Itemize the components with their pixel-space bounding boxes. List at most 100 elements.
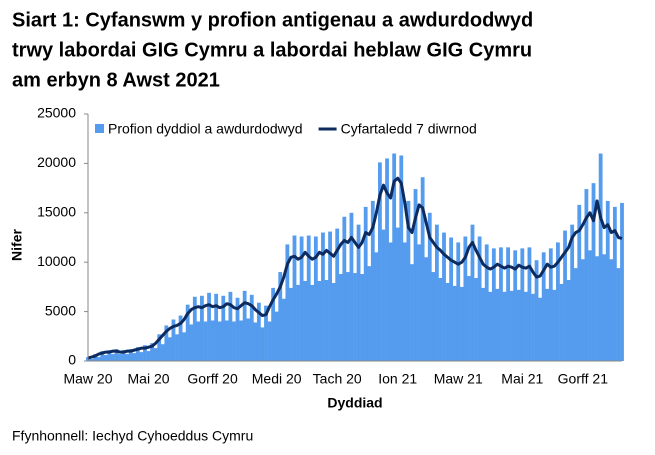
bar (363, 206, 368, 361)
bar (342, 216, 347, 361)
bar (167, 337, 172, 361)
bar (484, 244, 489, 361)
line (87, 176, 623, 360)
bar (552, 289, 557, 361)
bar (566, 279, 571, 361)
x-tick-label: Maw 21 (434, 371, 483, 387)
bar (431, 272, 436, 361)
bar (143, 345, 147, 361)
bar (449, 237, 454, 361)
y-tick-label: 20000 (37, 154, 76, 170)
bar (281, 298, 286, 361)
bar (100, 351, 105, 361)
bar (506, 247, 510, 361)
bar (345, 272, 350, 361)
bar (395, 227, 400, 361)
bar (228, 291, 233, 361)
bar (531, 293, 535, 361)
chart-title: am erbyn 8 Awst 2021 (12, 69, 220, 91)
x-tick-label: Mai 20 (128, 371, 170, 387)
bar (135, 347, 140, 361)
chart-title: Siart 1: Cyfanswm y profion antigenau a … (12, 9, 533, 31)
bar (285, 244, 290, 361)
bar (256, 302, 261, 361)
y-axis-label: Nifer (9, 229, 25, 261)
x-tick-label: Medi 20 (252, 371, 302, 387)
bar (598, 153, 603, 361)
bar (338, 274, 343, 361)
bar (413, 189, 418, 361)
bar (445, 282, 450, 361)
bar (612, 206, 617, 361)
bar (417, 244, 421, 361)
y-tick-label: 10000 (37, 253, 76, 269)
bar (399, 155, 404, 361)
bar (207, 292, 211, 361)
bar (620, 202, 624, 361)
bar (527, 247, 532, 361)
bar (175, 334, 179, 361)
bar (111, 354, 115, 361)
bar (367, 266, 372, 361)
bar (523, 291, 528, 361)
bar (481, 287, 486, 361)
bar (118, 354, 122, 361)
bar (289, 287, 293, 361)
bar (274, 311, 279, 361)
bar (264, 305, 268, 361)
bar (559, 283, 564, 361)
bar (232, 321, 236, 361)
bar (182, 332, 187, 361)
bar (548, 248, 553, 361)
bar (217, 321, 222, 361)
bar (171, 319, 176, 361)
bar (349, 212, 354, 361)
bar (292, 235, 297, 361)
bar (299, 236, 304, 361)
bar (310, 284, 315, 361)
bar (616, 268, 621, 361)
bar (317, 280, 322, 361)
bar (271, 287, 276, 361)
bar (488, 291, 493, 361)
bar (150, 343, 154, 361)
bar (260, 327, 265, 361)
bar (328, 231, 332, 361)
bar (516, 289, 521, 361)
bar (374, 252, 379, 361)
bar (588, 250, 592, 361)
bar (125, 354, 130, 361)
bar (520, 248, 525, 361)
bar (249, 294, 254, 361)
bar (146, 351, 151, 361)
bar (591, 183, 596, 361)
bar (463, 236, 468, 361)
bar (192, 296, 197, 361)
bar (609, 259, 614, 361)
bar (296, 284, 300, 361)
x-tick-label: Mai 21 (501, 371, 543, 387)
bar (534, 260, 539, 361)
bar (434, 224, 439, 361)
bar (335, 228, 340, 361)
x-tick-label: Ion 21 (378, 371, 417, 387)
bar (235, 297, 240, 361)
bar (360, 274, 365, 361)
bar (573, 268, 578, 361)
bar (178, 315, 183, 361)
legend-swatch (95, 124, 104, 133)
bar (381, 229, 386, 361)
bar (474, 278, 478, 361)
bar (456, 242, 461, 361)
bar (242, 290, 247, 361)
bar (267, 321, 272, 361)
bar (513, 250, 518, 361)
bar (406, 200, 411, 361)
bar (452, 285, 457, 361)
bar (438, 278, 443, 361)
bar (605, 200, 610, 361)
bar (556, 242, 560, 361)
bar (356, 224, 361, 361)
bar (214, 293, 219, 361)
bar (139, 352, 144, 361)
